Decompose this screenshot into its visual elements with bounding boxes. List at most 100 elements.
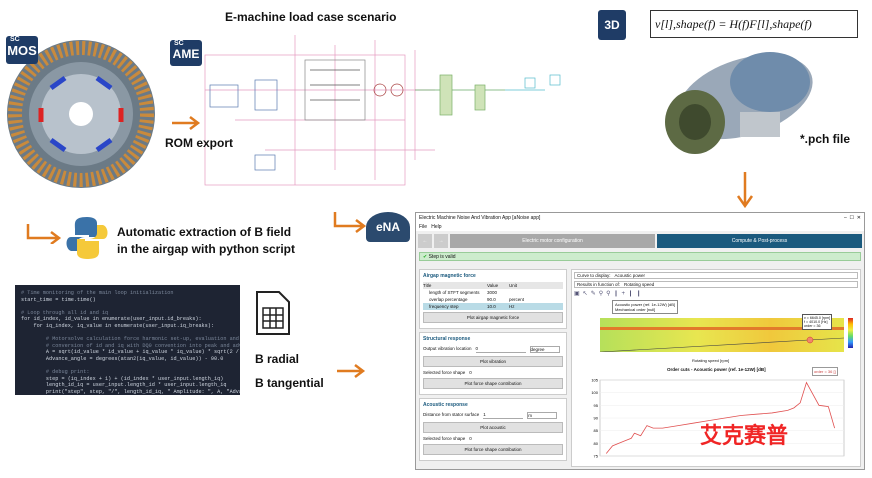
3d-logo: 3D [598,10,626,40]
code-line: for iq_index, iq_value in enumerate(user… [21,322,215,329]
rom-export-label: ROM export [165,136,234,150]
order-36-line [605,381,835,454]
plot-airgap-button[interactable]: Plot airgap magnetic force [423,312,563,323]
colorbar [848,318,853,348]
transfer-function-formula: v[l],shape(f) = H(f)F[l],shape(f) [650,10,858,38]
code-line [21,330,234,337]
force-shape-label: Selected force shape [423,436,466,441]
curve-select[interactable]: Acoustic power [614,273,646,278]
code-line: start_time = time.time() [21,296,96,303]
close-icon[interactable]: ✕ [856,215,861,221]
page-title: E-machine load case scenario [225,10,397,24]
table-row[interactable]: length of STFT segments 3000 [429,290,498,295]
python-logo [65,215,109,266]
python-arrow [25,222,63,249]
back-button[interactable]: ← [418,234,432,248]
code-line: Advance_angle = degrees(atan2(iq_value, … [21,355,224,362]
unit-select[interactable]: m [527,412,558,419]
code-line: # debug print: [21,369,90,376]
load-case-schematic [175,30,590,190]
e-machine-3d-model-image [650,42,830,167]
code-line: # conversion of id and iq with DQ0 conve… [45,342,240,349]
unit-select[interactable]: degree [529,346,560,353]
y-tick-label: 90 [594,416,599,421]
force-shape-label: Selected force shape [423,370,466,375]
code-line [21,363,234,370]
y-tick-label: 75 [594,454,599,459]
location-label: Output vibration location [423,346,472,351]
order-title: Order cuts - Acoustic power (ref. 1e-12W… [667,367,766,372]
structural-header: Structural response [423,336,471,342]
rom-export-arrow [170,115,202,136]
b-tangential-label: B tangential [255,376,324,390]
code-line: print("step", step, "/", length_id_iq, "… [45,388,240,395]
ena-arrow [332,210,368,239]
y-tick-label: 95 [594,403,599,408]
code-line: step = (iq_index + 1) + (id_index * user… [21,375,224,382]
y-tick-label: 100 [591,390,598,395]
plot-force-shape-button[interactable]: Plot force shape contribution [423,444,563,455]
sc-mos-logo: SC MOS [6,36,38,64]
acoustic-header: Acoustic response [423,402,468,408]
sc-ame-logo: SC AME [170,40,202,66]
tab-motor-configuration[interactable]: Electric motor configuration [450,234,655,248]
code-line: length_id_iq = user_input.length_id * us… [21,382,227,389]
minimize-icon[interactable]: – [843,215,847,221]
noise-vibration-app-window: Electric Machine Noise And Vibration App… [415,212,865,470]
code-line: for id_index, id_value in enumerate(user… [21,316,202,323]
code-line: A = sqrt(id_value * id_value + iq_value … [21,349,240,356]
b-radial-label: B radial [255,352,300,366]
table-row[interactable]: overlap percentage 90.0 percent [429,297,525,302]
status-bar: ✔ Step is valid [419,252,861,261]
results-label: Results in function of: [577,282,621,287]
menu-help[interactable]: Help [431,224,442,230]
plot-vibration-button[interactable]: Plot vibration [423,356,563,367]
results-panel: Curve to display: Acoustic power Results … [571,269,861,467]
order-cut-chart: 105 100 95 90 85 80 75 [591,378,845,459]
forward-button[interactable]: → [434,234,448,248]
spreadsheet-icon [255,290,291,341]
motor-cross-section-image [5,38,157,190]
force-shape-input[interactable]: 0 [469,436,472,441]
col-value: Value [487,283,499,288]
col-title: Title [423,283,432,288]
distance-input[interactable]: 1 [483,412,524,419]
plot-force-shape-button[interactable]: Plot force shape contribution [423,378,563,389]
location-input[interactable]: 0 [475,346,526,353]
legend: Acoustic power (ref. 1e-12W) [dB] Mechani… [612,300,679,314]
curve-label: Curve to display: [577,273,611,278]
maximize-icon[interactable]: ☐ [849,215,855,221]
tab-compute-postprocess[interactable]: Compute & Post-process [657,234,862,248]
menu-bar: File Help [416,223,864,231]
results-select[interactable]: Rotating speed [624,282,655,287]
code-line [21,303,234,310]
pch-file-label: *.pch file [800,132,851,146]
y-tick-label: 105 [591,378,598,383]
airgap-panel: Airgap magnetic force Title Value Unit len… [419,269,567,329]
distance-label: Distance from stator surface [423,412,480,417]
code-line: # Motorsolve calculation force harmonic … [45,336,239,343]
tooltip: v = 6645.0 [rpm] f = 4010.0 [Hz] order = 3… [802,314,833,330]
airgap-header: Airgap magnetic force [423,273,476,279]
check-icon: ✔ [423,254,428,260]
plot-acoustic-button[interactable]: Plot acoustic [423,422,563,433]
python-code-block: # Time monitoring of the main loop initi… [15,285,240,395]
code-line: # Loop through all id and iq [21,309,109,316]
structural-panel: Structural response Output vibration loc… [419,332,567,395]
col-unit: Unit [509,283,518,288]
to-app-arrow [335,362,367,385]
ena-logo: eNA [366,212,410,242]
heat-xlabel: Rotating speed [rpm] [692,358,730,363]
down-arrow [735,170,755,215]
plot-toolbar: ▣↖✎⚲⚲❙+❙❙ [574,291,645,297]
y-tick-label: 85 [594,428,599,433]
order-legend: order = 36 [] [812,367,838,376]
python-extraction-label: Automatic extraction of B field in the ai… [117,225,296,256]
status-text: Step is valid [428,254,456,260]
table-row[interactable]: frequency step 10.0 Hz [423,303,563,310]
window-title: Electric Machine Noise And Vibration App… [419,215,541,221]
menu-file[interactable]: File [419,224,428,230]
force-shape-input[interactable]: 0 [469,370,472,375]
watermark-logo: 艾克赛普 [700,423,789,448]
code-line: # Time monitoring of the main loop initi… [21,290,174,296]
